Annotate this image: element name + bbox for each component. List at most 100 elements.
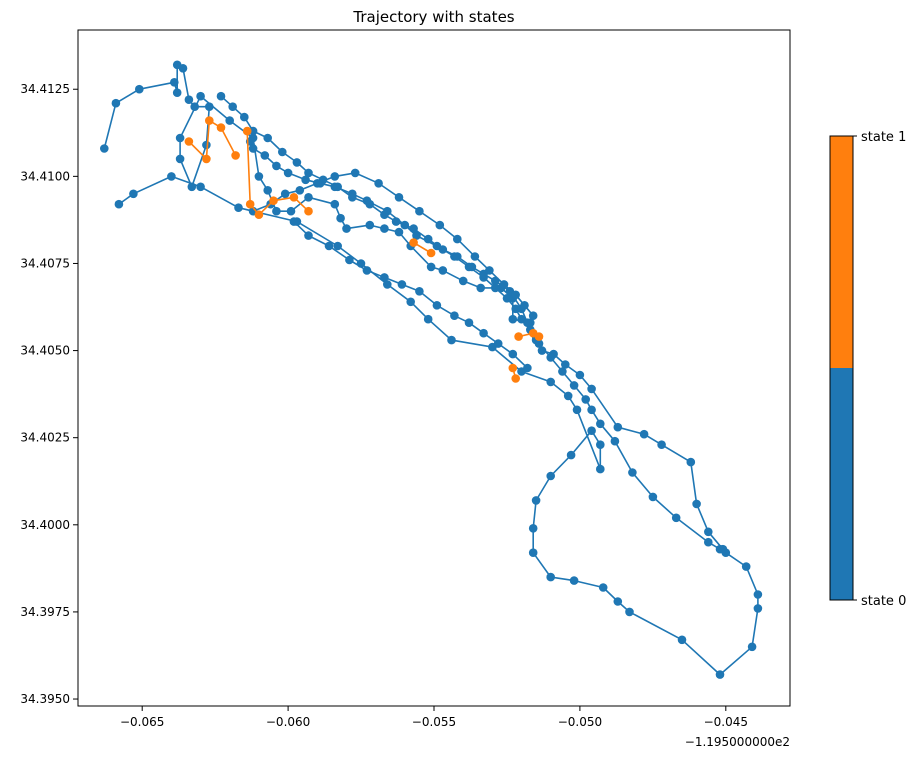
state-1-path-point [514,332,523,341]
plot-frame [77,29,791,707]
state-0-path-point [345,255,354,265]
state-0-path-point [234,203,243,212]
state-0-path-point [561,360,570,369]
x-tick-label: −0.065 [120,715,164,729]
state-1-path-point [231,151,240,160]
state-0-path-point [205,102,214,111]
colorbar-tick-label: state 1 [861,130,906,145]
state-1-path-point [289,193,299,202]
state-0-path-point [167,172,176,181]
state-0-path-point [330,172,340,181]
state-1-path-point [216,123,226,132]
state-1-path-point [269,196,278,205]
state-0-path-point [523,318,532,328]
state-0-path-point [671,513,681,523]
x-axis-offset-label: −1.195000000e2 [685,735,790,749]
state-0-path-point [175,133,185,143]
state-0-path-point [587,384,596,394]
y-tick-label: 34.4000 [20,518,70,532]
state-1-path-point [254,210,264,219]
state-1-path-line-1 [246,131,310,216]
state-0-path-point [704,537,713,547]
state-0-path-point [263,133,273,143]
state-0-path-point [520,301,529,310]
state-0-path-point [330,199,340,209]
state-0-path-point [628,468,637,477]
state-0-path-point [715,670,725,679]
state-0-path-point [248,126,258,136]
state-0-path-point [394,227,404,237]
colorbar-tick-label: state 0 [861,594,906,609]
y-tick-label: 34.4100 [20,169,70,183]
state-0-path-point [380,210,389,219]
state-0-path-point [380,273,389,282]
state-1-path-point [534,332,544,341]
colorbar-frame [829,135,854,601]
state-0-path-point [596,419,605,429]
state-1-path-point [245,199,255,209]
state-0-path-point [528,548,538,557]
state-0-path-point [333,241,343,251]
y-tick-label: 34.4050 [20,344,70,358]
state-0-path-point [324,241,334,251]
state-0-path-point [499,280,509,289]
state-0-path-point [397,280,407,289]
state-0-path-point [546,377,555,387]
state-1-path-point [202,154,211,164]
state-0-path-point [426,262,436,272]
state-0-path-point [610,436,620,446]
x-tick-label: −0.045 [704,715,748,729]
state-0-path-point [537,346,547,355]
state-0-path-point [135,84,144,94]
state-0-path-point [380,224,389,233]
state-0-path-point [491,283,500,293]
state-0-path-point [613,597,623,606]
state-0-path-point [432,301,442,310]
state-0-path-point [639,429,649,439]
state-0-path-point [225,116,234,125]
colorbar: state 0 state 1 [829,130,906,609]
state-0-path-point [228,102,237,111]
state-0-path-point [272,161,281,171]
state-0-path-point [686,457,696,467]
state-0-path-point [175,154,185,164]
state-0-path-point [196,182,205,192]
x-tick-label: −0.050 [558,715,602,729]
state-0-path-point [613,422,623,432]
y-tick-label: 34.3950 [20,692,70,706]
state-0-path-point [485,266,494,275]
y-tick-label: 34.4075 [20,256,70,270]
state-0-path-point [470,252,480,261]
state-0-path-point [453,252,462,261]
state-1-path-point [426,248,436,258]
state-0-path-line-0 [103,64,759,676]
state-0-path-point [100,144,109,153]
state-0-path-point [187,182,197,192]
state-0-path-point [625,607,634,617]
state-0-path-point [301,175,310,185]
state-0-path-point [531,496,541,505]
state-0-path-point [190,102,199,111]
state-0-path-point [350,168,360,178]
state-0-path-point [272,206,281,216]
state-0-path-point [342,224,351,233]
state-1-path-point [508,363,518,373]
state-0-path-point [657,440,666,450]
state-0-path-point [415,287,424,296]
state-0-path-point [528,524,538,533]
state-0-path-point [558,367,567,376]
state-0-path-point [587,426,596,436]
state-0-path-point [394,193,404,202]
x-tick-label: −0.055 [412,715,456,729]
axes: −0.065 −0.060 −0.055 −0.050 −0.045 34.3950 34.… [20,29,791,729]
state-0-path-point [598,583,608,592]
state-0-path-point [423,234,433,244]
state-0-path-point [476,283,486,293]
colorbar-state-1-band [830,136,853,368]
state-0-path-point [493,339,503,348]
state-0-path-point [202,140,211,150]
state-0-path-point [280,189,290,199]
state-0-path-point [435,220,445,230]
state-0-path-point [596,464,605,474]
